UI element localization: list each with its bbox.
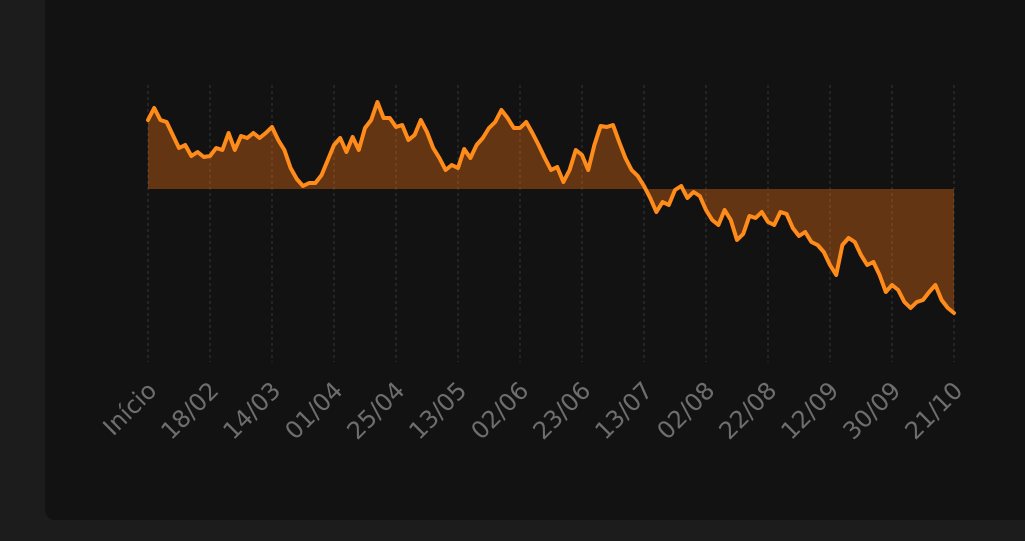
- x-tick-label: 22/08: [714, 376, 783, 445]
- x-tick-label: Início: [98, 376, 163, 441]
- x-tick-label: 23/06: [528, 376, 597, 445]
- x-tick-label: 02/08: [652, 376, 721, 445]
- chart-card: [45, 0, 1025, 520]
- x-tick-label: 12/09: [776, 376, 845, 445]
- x-tick-label: 13/05: [404, 376, 473, 445]
- x-tick-label: 18/02: [156, 376, 225, 445]
- x-tick-label: 13/07: [590, 376, 659, 445]
- x-tick-label: 14/03: [218, 376, 287, 445]
- line: [146, 100, 956, 315]
- x-tick-label: 01/04: [280, 376, 349, 445]
- x-tick-label: 21/10: [900, 376, 969, 445]
- x-tick-label: 25/04: [342, 376, 411, 445]
- x-tick-label: 30/09: [838, 376, 907, 445]
- area-fill: [148, 102, 954, 313]
- x-tick-label: 02/06: [466, 376, 535, 445]
